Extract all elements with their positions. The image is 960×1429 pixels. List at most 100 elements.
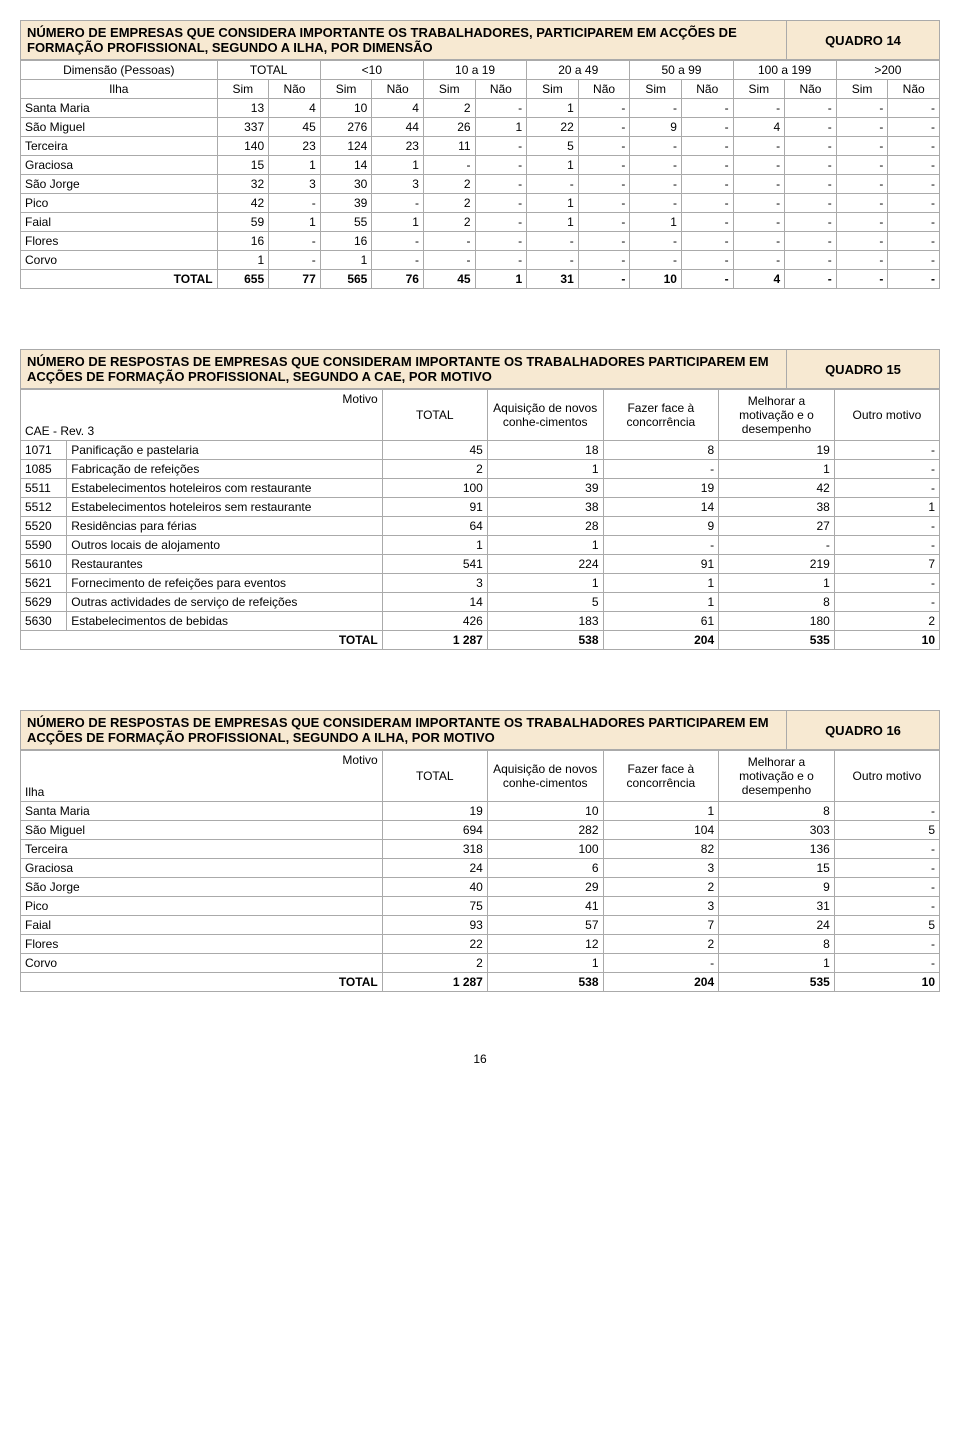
cell-value: 14 bbox=[320, 156, 372, 175]
cell-value: - bbox=[603, 954, 719, 973]
cell-value: 4 bbox=[269, 99, 321, 118]
cell-value: 1 bbox=[269, 213, 321, 232]
cell-value: 1 bbox=[527, 99, 579, 118]
cell-value: - bbox=[888, 251, 940, 270]
cell-value: 91 bbox=[603, 555, 719, 574]
cell-value: - bbox=[475, 194, 527, 213]
cell-value: - bbox=[733, 175, 785, 194]
cell-value: 140 bbox=[217, 137, 269, 156]
cell-value: - bbox=[836, 99, 888, 118]
cell-value: 55 bbox=[320, 213, 372, 232]
table-row: 5610Restaurantes541224912197 bbox=[21, 555, 940, 574]
cell-value: 38 bbox=[487, 498, 603, 517]
cell-value: - bbox=[888, 270, 940, 289]
cell-value: 82 bbox=[603, 840, 719, 859]
table-row: 5512Estabelecimentos hoteleiros sem rest… bbox=[21, 498, 940, 517]
table-row: Flores16-16----------- bbox=[21, 232, 940, 251]
col-gt200: >200 bbox=[836, 61, 939, 80]
cell-value: 2 bbox=[423, 99, 475, 118]
cell-value: 1 bbox=[475, 118, 527, 137]
cell-value: - bbox=[836, 156, 888, 175]
cell-value: 1 bbox=[487, 536, 603, 555]
cell-value: - bbox=[630, 251, 682, 270]
table-row: Santa Maria191018- bbox=[21, 802, 940, 821]
cell-value: 2 bbox=[382, 460, 487, 479]
cell-value: - bbox=[630, 137, 682, 156]
quadro-15-title: NÚMERO DE RESPOSTAS DE EMPRESAS QUE CONS… bbox=[21, 350, 787, 388]
row-label: Santa Maria bbox=[21, 802, 383, 821]
cell-value: 64 bbox=[382, 517, 487, 536]
cell-value: - bbox=[834, 536, 939, 555]
cell-value: 1 bbox=[217, 251, 269, 270]
row-label: São Jorge bbox=[21, 878, 383, 897]
quadro-15-block: NÚMERO DE RESPOSTAS DE EMPRESAS QUE CONS… bbox=[20, 349, 940, 650]
cae-code: 5512 bbox=[21, 498, 67, 517]
cell-value: - bbox=[681, 156, 733, 175]
cell-value: 282 bbox=[487, 821, 603, 840]
cell-value: 10 bbox=[487, 802, 603, 821]
cell-value: - bbox=[836, 251, 888, 270]
table-row: Pico7541331- bbox=[21, 897, 940, 916]
cell-value: - bbox=[785, 137, 837, 156]
quadro-16-table: Motivo Ilha TOTAL Aquisição de novos con… bbox=[20, 750, 940, 992]
col-outro: Outro motivo bbox=[834, 390, 939, 441]
cell-value: 204 bbox=[603, 973, 719, 992]
cell-value: - bbox=[681, 99, 733, 118]
cell-value: - bbox=[372, 251, 424, 270]
row-label: Graciosa bbox=[21, 859, 383, 878]
cell-value: 1 bbox=[719, 574, 835, 593]
cell-value: 276 bbox=[320, 118, 372, 137]
cell-value: 45 bbox=[423, 270, 475, 289]
cell-value: 104 bbox=[603, 821, 719, 840]
row-axis-label: Ilha bbox=[25, 785, 378, 799]
cell-value: 2 bbox=[603, 878, 719, 897]
cell-value: - bbox=[785, 194, 837, 213]
cell-value: - bbox=[888, 232, 940, 251]
cell-value: - bbox=[269, 251, 321, 270]
cell-value: 8 bbox=[719, 593, 835, 612]
sub-nao: Não bbox=[475, 80, 527, 99]
cell-value: 10 bbox=[834, 973, 939, 992]
cell-value: - bbox=[269, 232, 321, 251]
quadro-16-label: QUADRO 16 bbox=[787, 711, 939, 749]
cell-value: 19 bbox=[382, 802, 487, 821]
row-label: São Miguel bbox=[21, 821, 383, 840]
cell-value: 8 bbox=[603, 441, 719, 460]
cell-value: 100 bbox=[382, 479, 487, 498]
cell-value: - bbox=[733, 213, 785, 232]
cell-value: - bbox=[578, 232, 630, 251]
cell-value: 4 bbox=[733, 270, 785, 289]
cell-value: - bbox=[733, 137, 785, 156]
cell-value: - bbox=[269, 194, 321, 213]
cell-value: 42 bbox=[217, 194, 269, 213]
table-row: Corvo1-1----------- bbox=[21, 251, 940, 270]
cell-value: - bbox=[733, 194, 785, 213]
cell-value: 26 bbox=[423, 118, 475, 137]
quadro-14-label: QUADRO 14 bbox=[787, 21, 939, 59]
cell-value: 93 bbox=[382, 916, 487, 935]
table-row: Faial5915512-1-1----- bbox=[21, 213, 940, 232]
cell-value: 22 bbox=[382, 935, 487, 954]
cell-value: - bbox=[681, 251, 733, 270]
row-label: Terceira bbox=[21, 840, 383, 859]
cell-value: - bbox=[733, 99, 785, 118]
col-20a49: 20 a 49 bbox=[527, 61, 630, 80]
col-lt10: <10 bbox=[320, 61, 423, 80]
col-outro: Outro motivo bbox=[834, 751, 939, 802]
row-label: Estabelecimentos hoteleiros com restaura… bbox=[67, 479, 382, 498]
cell-value: - bbox=[630, 232, 682, 251]
cell-value: 426 bbox=[382, 612, 487, 631]
cell-value: 655 bbox=[217, 270, 269, 289]
cell-value: - bbox=[578, 213, 630, 232]
cell-value: 136 bbox=[719, 840, 835, 859]
row-label: Faial bbox=[21, 916, 383, 935]
cell-value: 2 bbox=[423, 175, 475, 194]
cell-value: - bbox=[834, 593, 939, 612]
cell-value: - bbox=[834, 479, 939, 498]
cell-value: 1 bbox=[487, 574, 603, 593]
cell-value: 76 bbox=[372, 270, 424, 289]
cell-value: 29 bbox=[487, 878, 603, 897]
cell-value: 1 287 bbox=[382, 973, 487, 992]
motivo-label: Motivo bbox=[25, 392, 378, 406]
cell-value: 1 bbox=[630, 213, 682, 232]
